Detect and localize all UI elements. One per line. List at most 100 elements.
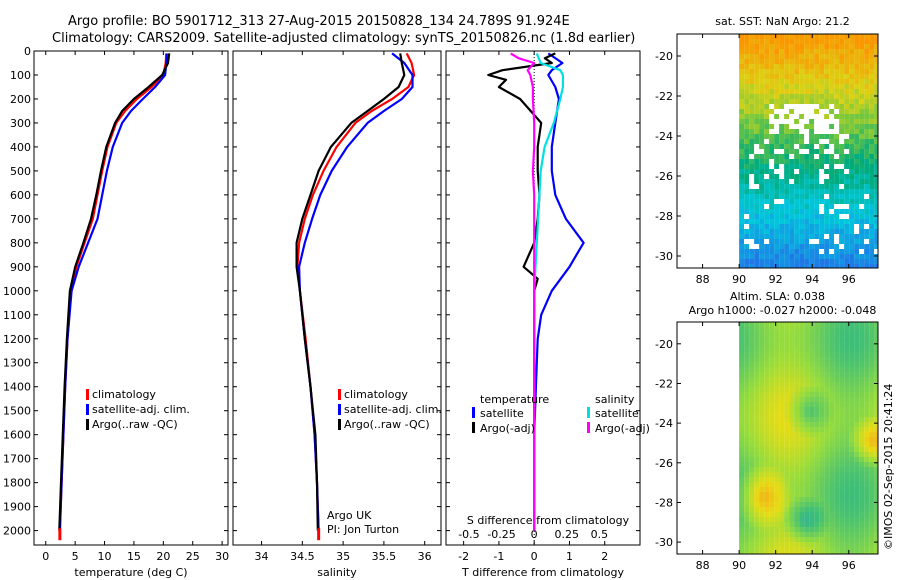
map-cell: [769, 209, 775, 214]
map-cell: [854, 502, 860, 507]
map-cell: [784, 487, 790, 492]
map-cell: [844, 367, 850, 372]
map-cell: [739, 437, 745, 442]
map-cell: [794, 119, 800, 124]
map-cell: [874, 34, 878, 39]
map-cell: [789, 417, 795, 422]
map-cell: [829, 522, 835, 527]
map-cell: [814, 159, 820, 164]
map-cell: [824, 54, 830, 59]
map-cell: [849, 129, 855, 134]
map-cell: [744, 502, 750, 507]
map-cell: [789, 259, 795, 264]
map-cell: [869, 74, 875, 79]
map-cell: [779, 342, 785, 347]
map-cell: [864, 367, 870, 372]
map-cell: [859, 104, 865, 109]
map-cell: [869, 129, 875, 134]
map-cell: [769, 259, 775, 264]
map-cell: [844, 139, 850, 144]
map-cell: [834, 249, 840, 254]
map-cell: [859, 189, 865, 194]
map-cell: [829, 249, 835, 254]
map-cell: [839, 542, 845, 547]
map-cell: [779, 382, 785, 387]
map-cell: [819, 407, 825, 412]
map-cell: [749, 442, 755, 447]
map-cell: [754, 497, 760, 502]
map-cell: [799, 259, 805, 264]
map-cell: [874, 327, 878, 332]
map-cell: [799, 482, 805, 487]
map-cell: [739, 49, 745, 54]
map-cell: [739, 229, 745, 234]
map-cell: [844, 412, 850, 417]
map-cell: [794, 149, 800, 154]
map-cell: [819, 84, 825, 89]
map-cell: [829, 427, 835, 432]
map-cell: [819, 447, 825, 452]
map-cell: [854, 84, 860, 89]
map-cell: [749, 74, 755, 79]
map-cell: [834, 342, 840, 347]
map-cell: [789, 447, 795, 452]
map-cell: [839, 64, 845, 69]
map-cell: [814, 527, 820, 532]
map-cell: [799, 179, 805, 184]
map-cell: [794, 372, 800, 377]
map-cell: [809, 219, 815, 224]
map-cell: [874, 482, 878, 487]
map-cell: [874, 422, 878, 427]
map-cell: [834, 417, 840, 422]
map-cell: [769, 422, 775, 427]
map-cell: [739, 219, 745, 224]
map-cell: [784, 244, 790, 249]
map-cell: [859, 517, 865, 522]
map-cell: [814, 179, 820, 184]
map-cell: [834, 234, 840, 239]
map-cell: [804, 59, 810, 64]
map-cell: [814, 39, 820, 44]
map-cell: [764, 144, 770, 149]
map-cell: [824, 412, 830, 417]
map-cell: [809, 552, 815, 554]
map-cell: [849, 94, 855, 99]
map-cell: [869, 139, 875, 144]
map-cell: [834, 194, 840, 199]
map-cell: [774, 99, 780, 104]
map-cell: [759, 492, 765, 497]
map-cell: [844, 332, 850, 337]
map-cell: [834, 54, 840, 59]
map-cell: [874, 129, 878, 134]
map-cell: [859, 542, 865, 547]
map-cell: [804, 184, 810, 189]
map-cell: [869, 259, 875, 264]
map-cell: [824, 462, 830, 467]
map-cell: [784, 64, 790, 69]
map-cell: [854, 487, 860, 492]
map-cell: [839, 224, 845, 229]
map-cell: [749, 387, 755, 392]
map-cell: [779, 34, 785, 39]
map-cell: [774, 522, 780, 527]
map-cell: [769, 94, 775, 99]
map-cell: [859, 84, 865, 89]
map-cell: [854, 129, 860, 134]
map-cell: [864, 472, 870, 477]
map-cell: [799, 89, 805, 94]
map-cell: [749, 34, 755, 39]
map-cell: [864, 347, 870, 352]
map-cell: [854, 144, 860, 149]
map-cell: [744, 477, 750, 482]
map-cell: [819, 452, 825, 457]
map-cell: [844, 422, 850, 427]
map-cell: [869, 517, 875, 522]
map-cell: [799, 264, 805, 268]
map-cell: [864, 362, 870, 367]
map-cell: [774, 537, 780, 542]
map-cell: [864, 447, 870, 452]
map-cell: [804, 487, 810, 492]
y-tick-label: -20: [655, 50, 673, 63]
map-cell: [864, 452, 870, 457]
map-cell: [864, 114, 870, 119]
